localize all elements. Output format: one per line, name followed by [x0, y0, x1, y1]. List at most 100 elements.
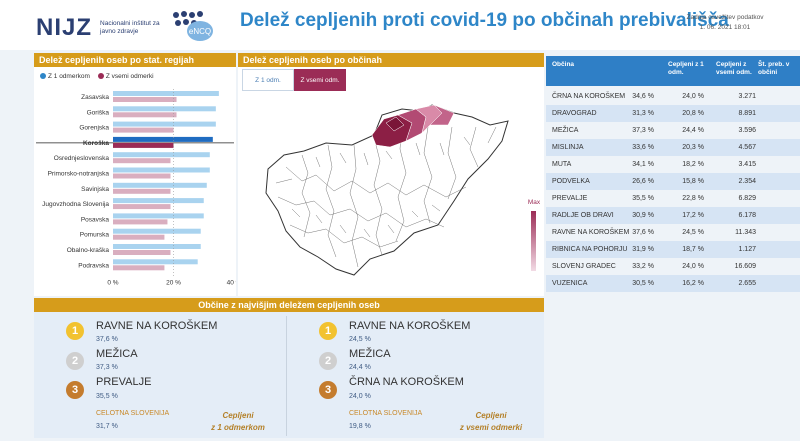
table-row[interactable]: VUZENICA 30,5 % 16,2 % 2.655 — [546, 275, 800, 292]
cell-one-dose: 33,2 % — [632, 263, 654, 270]
table-row[interactable]: MISLINJA 33,6 % 20,3 % 4.567 — [546, 139, 800, 156]
table-row[interactable]: MEŽICA 37,3 % 24,4 % 3.596 — [546, 122, 800, 139]
region-label[interactable]: Osrednjeslovenska — [54, 155, 110, 162]
rank-1-medal: 1 — [319, 322, 337, 340]
top-all-doses-1-name: RAVNE NA KOROŠKEM — [349, 320, 471, 332]
bar-one-dose[interactable] — [113, 259, 198, 265]
table-row[interactable]: RIBNICA NA POHORJU 31,9 % 18,7 % 1.127 — [546, 241, 800, 258]
region-label[interactable]: Goriška — [87, 109, 110, 116]
bar-all-doses[interactable] — [113, 234, 165, 240]
bar-one-dose[interactable] — [113, 182, 207, 188]
cell-population: 3.271 — [738, 93, 756, 100]
cell-one-dose: 37,3 % — [632, 127, 654, 134]
table-row[interactable]: ČRNA NA KOROŠKEM 34,6 % 24,0 % 3.271 — [546, 88, 800, 105]
bar-one-dose[interactable] — [113, 152, 210, 158]
region-label[interactable]: Savinjska — [81, 186, 109, 193]
top-one-dose-1-value: 37,6 % — [96, 336, 118, 343]
cell-all-doses: 15,8 % — [682, 178, 704, 185]
bar-one-dose[interactable] — [113, 91, 219, 96]
bar-one-dose[interactable] — [113, 198, 204, 204]
bar-all-doses[interactable] — [113, 265, 165, 271]
region-label[interactable]: Gorenjska — [79, 125, 109, 132]
bar-one-dose[interactable] — [113, 213, 204, 219]
nijz-logo[interactable]: NIJZ Nacionalni inštitut za javno zdravj… — [36, 14, 170, 42]
rank-3-medal: 3 — [319, 381, 337, 399]
top-one-dose-3-name: PREVALJE — [96, 376, 152, 388]
last-update-value: 1. 06. 2021 18:01 — [699, 24, 751, 31]
region-label[interactable]: Pomurska — [80, 232, 110, 239]
region-label[interactable]: Koroška — [83, 140, 109, 147]
encq-logo: eNCQ — [173, 11, 213, 41]
cell-all-doses: 24,5 % — [682, 229, 704, 236]
top-all-doses-3-name: ČRNA NA KOROŠKEM — [349, 376, 464, 388]
region-label[interactable]: Obalno-kraška — [67, 247, 110, 254]
cell-population: 6.829 — [738, 195, 756, 202]
bar-all-doses[interactable] — [113, 127, 174, 133]
cell-one-dose: 30,5 % — [632, 280, 654, 287]
regions-legend: Z 1 odmerkom Z vsemi odmerki — [40, 73, 154, 80]
table-header: Občina Cepljeni z 1 odm. Cepljeni z vsem… — [546, 56, 800, 86]
cell-population: 1.127 — [738, 246, 756, 253]
table-row[interactable]: RAVNE NA KOROŠKEM 37,6 % 24,5 % 11.343 — [546, 224, 800, 241]
col-header-population[interactable]: Št. preb. v občini — [758, 61, 790, 76]
last-update-label: Zadnja osvežitev podatkov — [686, 14, 764, 21]
bar-all-doses[interactable] — [113, 112, 177, 118]
bar-one-dose[interactable] — [113, 228, 201, 234]
region-label[interactable]: Podravska — [78, 262, 109, 269]
tab-one-dose[interactable]: Z 1 odm. — [242, 69, 294, 91]
cell-all-doses: 16,2 % — [682, 280, 704, 287]
header: NIJZ Nacionalni inštitut za javno zdravj… — [0, 0, 800, 50]
bar-one-dose[interactable] — [113, 167, 210, 173]
cell-all-doses: 24,4 % — [682, 127, 704, 134]
slovenia-total-value: 19,8 % — [349, 423, 371, 430]
slovenia-total-label: CELOTNA SLOVENIJA — [96, 410, 170, 417]
region-label[interactable]: Primorsko-notranjska — [48, 171, 110, 178]
regions-panel: Delež cepljenih oseb po stat. regijah Z … — [34, 53, 236, 296]
col-header-one-dose[interactable]: Cepljeni z 1 odm. — [668, 61, 704, 76]
bar-all-doses[interactable] — [113, 219, 168, 225]
bar-all-doses[interactable] — [113, 97, 177, 102]
slovenia-total-label: CELOTNA SLOVENIJA — [349, 410, 423, 417]
cell-population: 2.655 — [738, 280, 756, 287]
bar-all-doses[interactable] — [113, 142, 174, 148]
bar-all-doses[interactable] — [113, 158, 171, 164]
svg-text:eNCQ: eNCQ — [189, 27, 211, 36]
region-label[interactable]: Posavska — [81, 216, 110, 223]
top-all-doses-3-value: 24,0 % — [349, 393, 371, 400]
x-tick-label: 0 % — [107, 280, 118, 287]
legend-all-doses[interactable]: Z vsemi odmerki — [97, 73, 154, 80]
table-row[interactable]: MUTA 34,1 % 18,2 % 3.415 — [546, 156, 800, 173]
municipality-map[interactable] — [256, 97, 512, 287]
cell-one-dose: 31,9 % — [632, 246, 654, 253]
bar-one-dose[interactable] — [113, 121, 216, 127]
rank-3-medal: 3 — [66, 381, 84, 399]
top-one-dose-2-value: 37,3 % — [96, 364, 118, 371]
last-update: Zadnja osvežitev podatkov 1. 06. 2021 18… — [670, 13, 780, 33]
table-row[interactable]: PODVELKA 26,6 % 15,8 % 2.354 — [546, 173, 800, 190]
cell-one-dose: 37,6 % — [632, 229, 654, 236]
col-header-municipality[interactable]: Občina — [552, 61, 575, 68]
top-panel-title: Občine z najvišjim deležem cepljenih ose… — [34, 298, 544, 312]
legend-one-dose-dot — [40, 73, 46, 79]
table-row[interactable]: PREVALJE 35,5 % 22,8 % 6.829 — [546, 190, 800, 207]
koroska-highlight[interactable] — [371, 104, 455, 148]
table-row[interactable]: RADLJE OB DRAVI 30,9 % 17,2 % 6.178 — [546, 207, 800, 224]
bar-all-doses[interactable] — [113, 204, 171, 210]
scale-max-label: Max — [527, 199, 541, 206]
region-label[interactable]: Zasavska — [81, 94, 109, 101]
legend-one-dose[interactable]: Z 1 odmerkom — [40, 73, 90, 80]
region-label[interactable]: Jugovzhodna Slovenija — [42, 201, 109, 208]
bar-one-dose[interactable] — [113, 244, 201, 249]
bar-all-doses[interactable] — [113, 188, 171, 194]
bar-all-doses[interactable] — [113, 250, 171, 255]
col-header-all-doses[interactable]: Cepljeni z vsemi odm. — [716, 61, 752, 76]
table-row[interactable]: DRAVOGRAD 31,3 % 20,8 % 8.891 — [546, 105, 800, 122]
top-all-doses-2-value: 24,4 % — [349, 364, 371, 371]
cell-one-dose: 26,6 % — [632, 178, 654, 185]
cell-one-dose: 31,3 % — [632, 110, 654, 117]
tab-all-doses[interactable]: Z vsemi odm. — [294, 69, 346, 91]
bar-one-dose[interactable] — [113, 136, 213, 142]
bar-all-doses[interactable] — [113, 173, 171, 179]
bar-one-dose[interactable] — [113, 106, 216, 112]
table-row[interactable]: SLOVENJ GRADEC 33,2 % 24,0 % 16.609 — [546, 258, 800, 275]
